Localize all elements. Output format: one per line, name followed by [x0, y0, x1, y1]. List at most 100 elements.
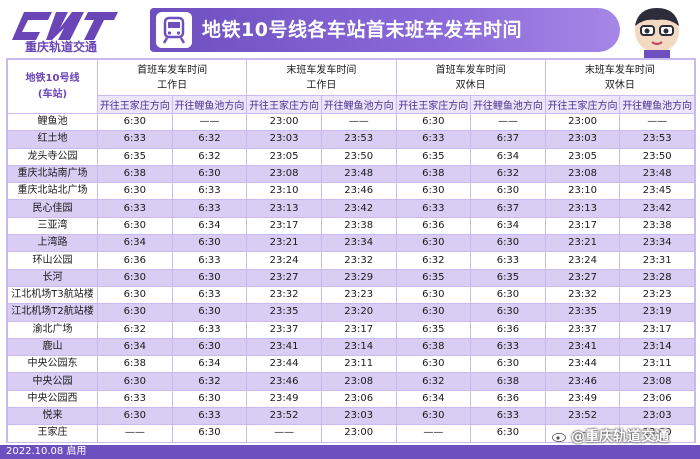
departure-time: 23:10 [246, 182, 322, 201]
group-header-first-weekday: 首班车发车时间 工作日 [96, 59, 248, 96]
departure-time: 6:30 [395, 355, 472, 374]
page-header: 重庆轨道交通 地铁10号线各车站首末班车发车时间 [0, 0, 700, 62]
departure-time: —— [246, 424, 322, 443]
departure-time: 23:42 [619, 199, 695, 218]
departure-time: 6:30 [470, 234, 546, 253]
departure-time: 23:05 [246, 147, 322, 166]
departure-time: 23:32 [246, 285, 322, 305]
direction-header: 开往鲤鱼池方向 [171, 95, 248, 114]
departure-time: 23:46 [544, 372, 621, 391]
departure-time: 23:48 [320, 164, 397, 184]
departure-time: 6:36 [97, 251, 173, 270]
departure-time: 6:35 [470, 268, 546, 287]
departure-time: 23:03 [320, 407, 397, 426]
departure-time: 6:30 [171, 424, 248, 443]
departure-time: 6:33 [470, 337, 546, 357]
direction-header: 开往鲤鱼池方向 [619, 95, 695, 114]
departure-time: 23:08 [544, 164, 621, 184]
departure-time: 6:34 [171, 355, 248, 374]
departure-time: 23:00 [544, 112, 621, 132]
departure-time: 23:13 [544, 199, 621, 218]
station-name: 上湾路 [7, 234, 98, 253]
departure-time: 6:30 [395, 303, 472, 322]
departure-time: 23:19 [619, 303, 695, 322]
departure-time: 6:33 [171, 285, 248, 305]
weibo-icon [552, 431, 568, 442]
station-name: 鹿山 [7, 337, 98, 357]
departure-time: 6:30 [395, 285, 472, 305]
weibo-watermark: @重庆轨道交通 [552, 426, 669, 446]
departure-time: 23:20 [320, 303, 397, 322]
metro-train-icon [156, 12, 192, 48]
departure-time: 23:17 [246, 216, 322, 236]
table-row: 长河 6:30 6:30 23:27 23:29 6:35 6:35 23:27 23:28 [7, 268, 695, 287]
departure-time: 6:33 [97, 199, 173, 218]
departure-time: 6:36 [470, 389, 546, 409]
departure-time: 23:32 [544, 285, 621, 305]
departure-time: 6:30 [97, 285, 173, 305]
cqrt-logo-icon [12, 12, 118, 40]
departure-time: 6:34 [395, 389, 472, 409]
departure-time: 6:34 [470, 147, 546, 166]
departure-time: 23:50 [320, 147, 397, 166]
departure-time: 23:03 [544, 130, 621, 149]
departure-time: 23:52 [246, 407, 322, 426]
timetable: 地铁10号线 (车站) 首班车发车时间 工作日 末班车发车时间 工作日 首班车发… [6, 58, 696, 443]
table-row: 重庆北站北广场 6:30 6:33 23:10 23:46 6:30 6:30 23:10 23… [7, 182, 695, 201]
station-name: 红土地 [7, 130, 98, 149]
station-name: 重庆北站北广场 [7, 182, 98, 201]
departure-time: 6:30 [97, 268, 173, 287]
station-name: 三亚湾 [7, 216, 98, 236]
departure-time: 6:35 [97, 147, 173, 166]
table-row: 民心佳园 6:33 6:33 23:13 23:42 6:33 6:37 23:13 23:42 [7, 199, 695, 218]
table-row: 鹿山 6:34 6:30 23:41 23:14 6:38 6:33 23:41 23:14 [7, 337, 695, 357]
departure-time: 6:38 [470, 372, 546, 391]
departure-time: 6:32 [395, 372, 472, 391]
departure-time: 23:06 [619, 389, 695, 409]
station-name: 龙头寺公园 [7, 147, 98, 166]
direction-header-row: 开往王家庄方向 开往鲤鱼池方向 开往王家庄方向 开往鲤鱼池方向 开往王家庄方向 开往鲤鱼池… [8, 95, 695, 114]
departure-time: 23:46 [246, 372, 322, 391]
departure-time: 6:33 [171, 182, 248, 201]
departure-time: 23:32 [320, 251, 397, 270]
departure-time: 23:35 [246, 303, 322, 322]
departure-time: —— [97, 424, 173, 443]
departure-time: 23:08 [619, 372, 695, 391]
station-name: 江北机场T3航站楼 [7, 285, 98, 305]
departure-time: 6:32 [171, 372, 248, 391]
departure-time: 6:30 [171, 337, 248, 357]
departure-time: 23:03 [619, 407, 695, 426]
station-name: 环山公园 [7, 251, 98, 270]
departure-time: 6:30 [395, 407, 472, 426]
line-label: 地铁10号线 [25, 72, 80, 84]
departure-time: 23:11 [320, 355, 397, 374]
watermark-text: @重庆轨道交通 [571, 429, 669, 445]
departure-time: 6:30 [97, 407, 173, 426]
departure-time: 23:41 [544, 337, 621, 357]
departure-time: 6:30 [171, 303, 248, 322]
departure-time: 23:27 [544, 268, 621, 287]
departure-time: 6:33 [97, 130, 173, 149]
departure-time: 23:08 [320, 372, 397, 391]
departure-time: 6:30 [395, 182, 472, 201]
departure-time: 6:33 [171, 199, 248, 218]
departure-time: 6:32 [395, 251, 472, 270]
departure-time: 23:29 [320, 268, 397, 287]
departure-time: 6:30 [97, 372, 173, 391]
table-row: 中央公园东 6:38 6:34 23:44 23:11 6:30 6:30 23:44 23:1… [7, 355, 695, 374]
station-name: 渝北广场 [7, 320, 98, 339]
table-row: 中央公园 6:30 6:32 23:46 23:08 6:32 6:38 23:46 23:08 [7, 372, 695, 391]
logo-text: 重庆轨道交通 [24, 40, 97, 54]
departure-time: 6:32 [171, 147, 248, 166]
departure-time: 6:33 [171, 407, 248, 426]
departure-time: 23:44 [246, 355, 322, 374]
departure-time: 23:11 [619, 355, 695, 374]
departure-time: 6:33 [470, 251, 546, 270]
departure-time: 23:35 [544, 303, 621, 322]
station-name: 王家庄 [7, 424, 98, 443]
departure-time: 23:13 [246, 199, 322, 218]
departure-time: 23:00 [246, 112, 322, 132]
departure-time: —— [320, 112, 397, 132]
station-name: 长河 [7, 268, 98, 287]
departure-time: 23:46 [320, 182, 397, 201]
